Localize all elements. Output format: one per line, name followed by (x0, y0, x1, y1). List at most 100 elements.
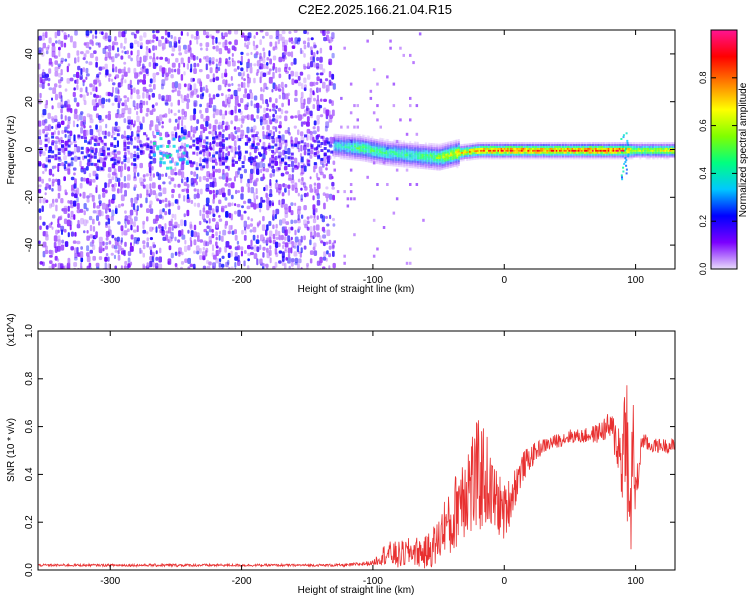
spectrogram-cell (533, 144, 536, 146)
spectrogram-cell (333, 240, 336, 244)
spectrogram-cell (440, 158, 443, 161)
spectrogram-cell (95, 231, 98, 238)
spectrogram-cell (379, 149, 382, 152)
spectrogram-cell (180, 219, 184, 227)
spectrogram-cell (453, 157, 456, 160)
spectrogram-cell (193, 231, 197, 238)
spectrogram-cell (511, 147, 514, 150)
spectrogram-cell (326, 197, 329, 202)
spectrogram-cell (508, 145, 511, 148)
spectrogram-cell (513, 155, 516, 158)
spectrogram-cell (612, 153, 615, 156)
spectrogram-cell (536, 145, 539, 148)
spectrogram-cell (369, 145, 372, 148)
spectrogram-cell (259, 161, 263, 168)
spectrogram-cell (212, 170, 215, 178)
spectrogram-cell (401, 155, 404, 158)
spectrogram-cell (499, 151, 501, 154)
spectrogram-cell (380, 151, 383, 154)
spectrogram-cell (117, 102, 121, 109)
spectrogram-cell (536, 151, 539, 154)
spectrogram-cell (343, 261, 346, 265)
spectrogram-cell (142, 92, 145, 99)
spectrogram-cell (57, 65, 61, 70)
spectrogram-cell (563, 147, 566, 150)
spectrogram-cell (146, 100, 149, 106)
spectrogram-cell (386, 75, 389, 79)
spectrogram-cell (41, 47, 44, 52)
spectrogram-cell (409, 156, 412, 159)
spectrogram-cell (256, 168, 260, 175)
spectrogram-cell (576, 151, 579, 154)
spectrogram-cell (130, 162, 134, 166)
spectrogram-cell (284, 242, 289, 248)
spectrogram-cell (533, 153, 536, 156)
spectrogram-cell (634, 147, 637, 150)
spectrogram-cell (421, 151, 424, 154)
spectrogram-cell (202, 255, 206, 261)
spectrogram-cell (484, 144, 487, 146)
spectrogram-cell (599, 144, 602, 146)
spectrogram-cell (540, 149, 542, 152)
spectrogram-cell (347, 148, 350, 151)
spectrogram-cell (647, 147, 650, 150)
spectrogram-cell (543, 153, 546, 156)
spectrogram-cell (458, 154, 460, 157)
spectrogram-cell (369, 89, 373, 93)
spectrogram-cell (265, 168, 270, 173)
spectrogram-cell (535, 142, 538, 145)
spectrogram-cell (332, 268, 335, 269)
spectrogram-cell (555, 144, 558, 146)
spectrogram-cell (152, 241, 155, 249)
spectrogram-cell (595, 142, 598, 145)
spectrogram-cell (145, 45, 149, 51)
spectrogram-cell (506, 157, 509, 160)
spectrogram-cell (42, 42, 46, 49)
spectrogram-cell (299, 153, 303, 158)
spectrogram-cell (155, 62, 159, 67)
spectrogram-cell (484, 142, 487, 145)
spectrogram-cell (341, 155, 344, 158)
spectrogram-cell (202, 118, 207, 122)
spectrogram-cell (476, 148, 479, 150)
spectrogram-cell (214, 168, 219, 173)
spectrogram-cell (256, 69, 260, 74)
spectrogram-cell (562, 142, 564, 145)
spectrogram-cell (79, 251, 84, 258)
spectrogram-cell (208, 97, 213, 105)
spectrogram-cell (300, 97, 303, 104)
spectrogram-cell (391, 158, 394, 161)
spectrogram-cell (196, 151, 199, 157)
spectrogram-cell (336, 141, 339, 144)
spectrogram-cell (352, 135, 355, 138)
spectrogram-cell (132, 229, 137, 233)
spectrogram-cell (609, 153, 612, 156)
spectrogram-cell (312, 52, 316, 58)
spectrogram-cell (253, 77, 256, 84)
spectrogram-cell (271, 88, 274, 93)
spectrogram-cell (126, 174, 131, 181)
spectrogram-cell (322, 256, 327, 261)
spectrogram-cell (388, 158, 391, 161)
spectrogram-cell (313, 230, 317, 238)
spectrogram-cell (595, 151, 598, 154)
spectrogram-cell (612, 144, 615, 146)
spectrogram-cell (277, 88, 282, 92)
spectrogram-cell (303, 219, 307, 226)
spectrogram-cell (371, 151, 374, 154)
spectrogram-cell (389, 39, 392, 43)
spectrogram-cell (217, 84, 222, 91)
spectrogram-cell (205, 115, 210, 122)
spectrogram-cell (227, 30, 232, 35)
spectrogram-cell (338, 143, 341, 146)
spectrogram-cell (516, 155, 519, 158)
spectrogram-cell (426, 156, 429, 158)
spectrogram-cell (406, 148, 408, 151)
spectrogram-cell (371, 149, 374, 152)
spectrogram-cell (544, 149, 547, 152)
spectrogram-cell (60, 100, 64, 107)
spectrogram-cell (329, 36, 332, 44)
spectrogram-cell (333, 154, 336, 157)
spectrogram-cell (116, 160, 120, 164)
spectrogram-cell (183, 125, 187, 132)
